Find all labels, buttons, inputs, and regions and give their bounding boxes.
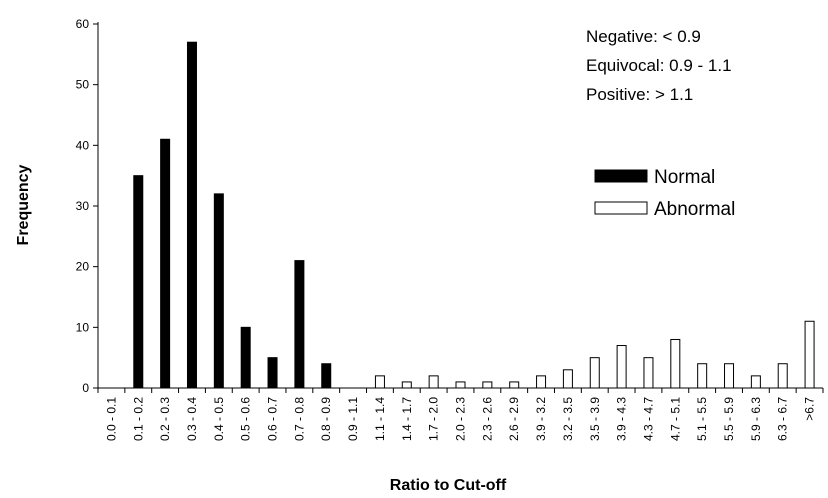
bar-normal [267, 357, 278, 389]
y-tick-label: 10 [76, 320, 90, 334]
x-tick-label: 3.5 - 3.9 [588, 397, 602, 441]
x-tick-label: 0.8 - 0.9 [319, 397, 333, 441]
bar-normal [160, 138, 171, 389]
x-tick-label: 0.0 - 0.1 [104, 397, 118, 441]
bar-abnormal [374, 375, 385, 389]
plot-area: 0 10 20 30 40 50 60 0.0 - 0.1 0.1 - 0.2 0.2 - 0.3… [76, 17, 824, 441]
x-tick-label: 1.1 - 1.4 [373, 397, 387, 441]
y-tick-label: 0 [82, 381, 89, 395]
x-tick-label: 4.7 - 5.1 [668, 397, 682, 441]
x-tick-label: 0.6 - 0.7 [266, 397, 280, 441]
bar-abnormal [616, 345, 627, 389]
x-tick-label: 0.9 - 1.1 [346, 397, 360, 441]
y-axis-title: Frequency [15, 164, 32, 245]
bar-abnormal [562, 369, 573, 389]
bar-abnormal [509, 381, 520, 389]
bar-abnormal [589, 357, 600, 389]
legend-swatch-abnormal [594, 201, 648, 215]
bar-abnormal [697, 363, 708, 389]
y-tick-label: 60 [76, 17, 90, 31]
x-tick-label: 1.7 - 2.0 [427, 397, 441, 441]
x-tick-label: 5.9 - 6.3 [749, 397, 763, 441]
y-tick-label: 30 [76, 199, 90, 213]
x-tick-label: >6.7 [803, 397, 817, 421]
x-tick-label: 1.4 - 1.7 [400, 397, 414, 441]
bar-abnormal [643, 357, 654, 389]
bar-abnormal [428, 375, 439, 389]
x-tick-label: 4.3 - 4.7 [641, 397, 655, 441]
annotation-positive: Positive: > 1.1 [586, 85, 693, 104]
x-tick-label: 2.0 - 2.3 [454, 397, 468, 441]
bar-abnormal [724, 363, 735, 389]
x-tick-label: 0.1 - 0.2 [131, 397, 145, 441]
x-axis-title: Ratio to Cut-off [390, 477, 507, 494]
x-tick-label: 0.3 - 0.4 [185, 397, 199, 441]
bar-abnormal [670, 338, 681, 389]
legend-label-normal: Normal [654, 167, 715, 188]
bar-abnormal [401, 381, 412, 389]
x-tick-label: 2.6 - 2.9 [507, 397, 521, 441]
x-tick-label: 0.5 - 0.6 [239, 397, 253, 441]
bar-abnormal [536, 375, 547, 389]
legend-swatch-normal [594, 169, 648, 183]
legend-label-abnormal: Abnormal [654, 199, 735, 220]
x-tick-label: 5.1 - 5.5 [695, 397, 709, 441]
bar-normal [294, 260, 305, 389]
x-tick-label: 2.3 - 2.6 [480, 397, 494, 441]
bar-normal [321, 363, 332, 389]
x-tick-label: 3.9 - 3.2 [534, 397, 548, 441]
x-tick-label: 3.2 - 3.5 [561, 397, 575, 441]
bar-normal [186, 41, 197, 389]
x-tick-label: 0.2 - 0.3 [158, 397, 172, 441]
x-tick-label: 3.9 - 4.3 [615, 397, 629, 441]
bar-normal [133, 175, 144, 389]
threshold-annotations: Negative: < 0.9 Equivocal: 0.9 - 1.1 Pos… [586, 27, 732, 104]
bar-abnormal [455, 381, 466, 389]
y-tick-label: 20 [76, 260, 90, 274]
annotation-equivocal: Equivocal: 0.9 - 1.1 [586, 56, 732, 75]
bar-normal [213, 193, 224, 389]
x-tick-label: 5.5 - 5.9 [722, 397, 736, 441]
bar-abnormal [482, 381, 493, 389]
bar-abnormal [777, 363, 788, 389]
x-tick-label: 6.3 - 6.7 [776, 397, 790, 441]
legend: Normal Abnormal [594, 167, 735, 220]
x-tick-label: 0.7 - 0.8 [292, 397, 306, 441]
annotation-negative: Negative: < 0.9 [586, 27, 701, 46]
bar-abnormal [750, 375, 761, 389]
y-tick-label: 40 [76, 138, 90, 152]
y-tick-label: 50 [76, 78, 90, 92]
bar-normal [240, 326, 251, 389]
bar-abnormal [804, 320, 815, 389]
x-tick-label: 0.4 - 0.5 [212, 397, 226, 441]
